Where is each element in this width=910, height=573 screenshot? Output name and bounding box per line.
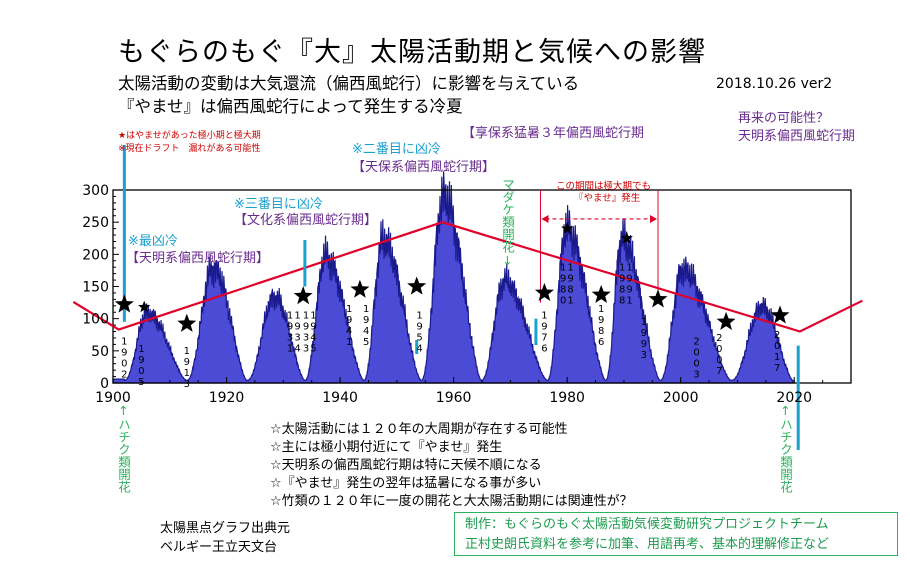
trend-line: [72, 221, 863, 333]
bullet-item: ☆太陽活動には１２０年の大周期が存在する可能性: [270, 422, 568, 437]
star-marker: [138, 300, 151, 313]
source-label: 太陽黒点グラフ出典元: [160, 521, 291, 536]
draft-note: ※現在ドラフト 漏れがある可能性: [118, 144, 261, 154]
credit-line-2: 正村史朗氏資料を参考に加筆、用語再考、基本的理解修正など: [465, 537, 830, 552]
star-marker: [770, 305, 790, 324]
credit-box: 制作：もぐらのもぐ太陽活動気候変動研究プロジェクトチーム 正村史朗氏資料を参考に…: [454, 512, 898, 556]
star-marker: [561, 222, 574, 234]
star-marker: [716, 311, 736, 330]
year-labels: 1902190519131931193419331945194119451954…: [121, 262, 780, 390]
star-markers: [114, 222, 790, 332]
y-tick-label: 50: [91, 344, 109, 360]
page-title: もぐらのもぐ『大』太陽活動期と気候への影響: [118, 37, 706, 68]
tenmei-recur-label: 再来の可能性？: [738, 111, 830, 126]
bracket-arrowhead-right: [649, 214, 657, 223]
x-tick-label: 1920: [209, 390, 245, 406]
bunka-note: ※三番目に凶冷: [234, 197, 323, 212]
tenmei-note: ※最凶冷: [128, 234, 178, 249]
tenmei-recur-label-2: 天明系偏西風蛇行期: [738, 129, 856, 144]
source-name: ベルギー王立天文台: [160, 540, 278, 555]
star-marker: [648, 289, 668, 308]
x-tick-label: 1900: [95, 390, 131, 406]
star-marker: [177, 313, 197, 332]
star-marker: [620, 231, 633, 244]
y-tick-label: 100: [82, 312, 109, 328]
star-marker: [534, 282, 554, 301]
kyoho-label: 【享保系猛暑３年偏西風蛇行期: [462, 126, 645, 141]
y-tick-label: 300: [82, 183, 109, 199]
madake-bloom-label: マダケ類開花↓: [500, 178, 515, 268]
bracket-arrowhead-left: [541, 214, 549, 223]
period-note-2: 『やませ』発生: [574, 193, 641, 204]
hachiku-bloom-left: ↑ハチク類開花: [116, 403, 131, 493]
x-tick-label: 2000: [663, 390, 699, 406]
star-marker: [114, 294, 134, 313]
bunka-label: 【文化系偏西風蛇行期】: [234, 213, 378, 228]
period-note-1: この期間は極大期でも: [556, 181, 652, 192]
y-tick-label: 200: [82, 247, 109, 263]
star-marker: [591, 284, 611, 303]
y-tick-label: 0: [100, 376, 109, 392]
sunspot-area-series: [112, 171, 794, 384]
period-bracket: [539, 190, 659, 303]
bullet-item: ☆天明系の偏西風蛇行期は特に天候不順になる: [270, 458, 542, 473]
y-tick-label: 150: [82, 280, 109, 296]
trend-line-series: [72, 221, 863, 333]
axis-ticks: 1900 1920 1940 1960 1980 2000 2020 0 50 100 150 200…: [82, 183, 852, 406]
subtitle-1: 太陽活動の変動は大気還流（偏西風蛇行）に影響を与えている: [118, 74, 580, 93]
bullet-item: ☆竹類の１２０年に一度の開花と大太陽活動期には関連性が？: [270, 494, 633, 509]
hachiku-bloom-right: ↑ハチク類開花: [778, 403, 793, 493]
version-date: 2018.10.26 ver2: [716, 76, 833, 92]
star-marker: [293, 286, 313, 305]
sunspot-area: [112, 171, 794, 384]
x-tick-label: 1980: [549, 390, 585, 406]
tenpo-note: ※二番目に凶冷: [352, 142, 441, 157]
tenpo-label: 【天保系偏西風蛇行期】: [352, 160, 496, 175]
star-marker: [350, 279, 370, 298]
subtitle-2: 『やませ』は偏西風蛇行によって発生する冷夏: [118, 97, 463, 116]
tenmei-label: 【天明系偏西風蛇行期】: [126, 251, 270, 266]
bullet-item: ☆『やませ』発生の翌年は猛暑になる事が多い: [270, 476, 542, 491]
star-marker: [407, 276, 427, 295]
cyan-marker-lines: [122, 145, 800, 450]
x-tick-label: 2020: [776, 390, 812, 406]
y-tick-label: 250: [82, 215, 109, 231]
star-legend-note: ★はやませがあった極小期と極大期: [118, 131, 261, 141]
bullet-item: ☆主には極小期付近にて『やませ』発生: [270, 440, 503, 455]
x-tick-label: 1960: [436, 390, 472, 406]
credit-line-1: 制作：もぐらのもぐ太陽活動気候変動研究プロジェクトチーム: [465, 517, 829, 532]
x-tick-label: 1940: [322, 390, 358, 406]
